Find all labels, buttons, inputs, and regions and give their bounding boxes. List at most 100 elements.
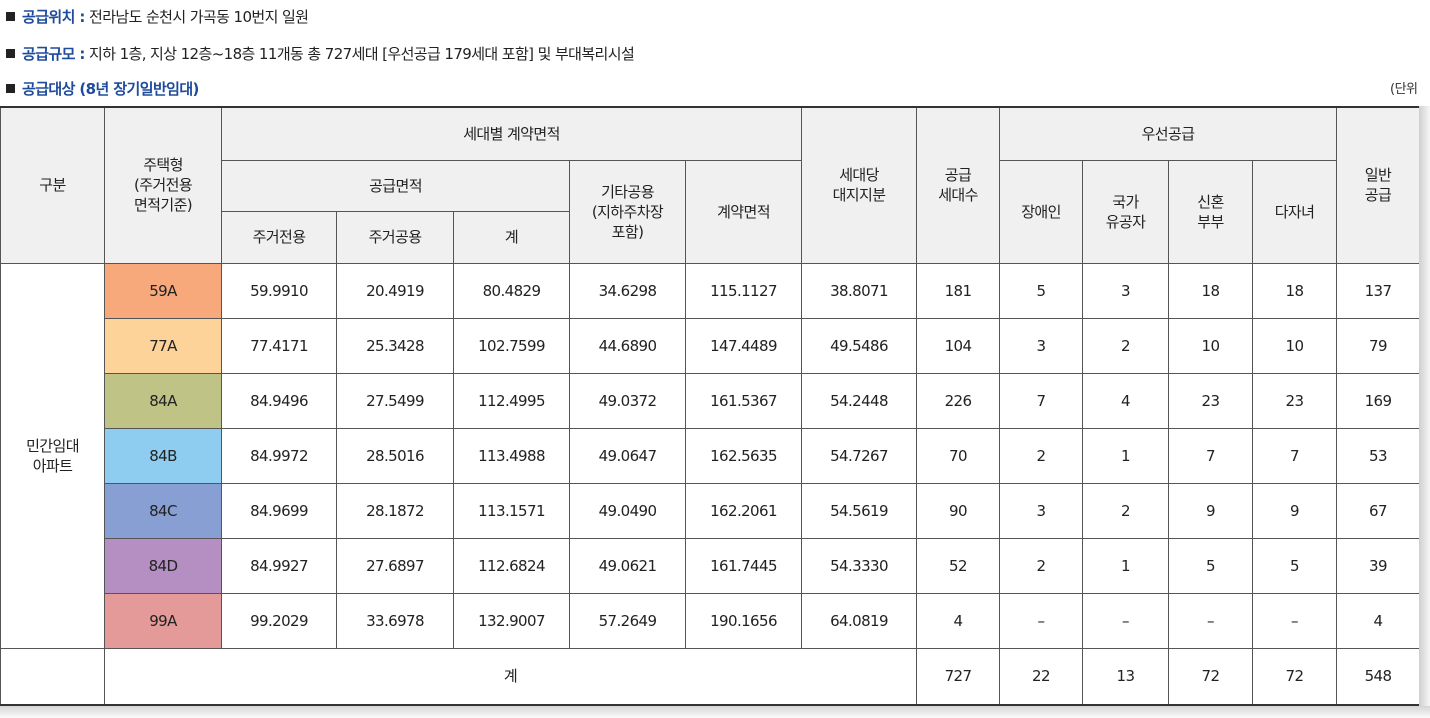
cell-contract-area: 161.7445 — [685, 537, 802, 594]
cell-newlyweds: 9 — [1168, 482, 1253, 539]
supply-scale-label: 공급규모 : — [22, 45, 85, 63]
square-bullet-icon — [6, 12, 15, 21]
cell-residential-common: 33.6978 — [336, 592, 454, 649]
cell-general-supply: 137 — [1336, 262, 1420, 319]
cell-supply-units: 90 — [916, 482, 1000, 539]
cell-subtotal: 102.7599 — [453, 317, 570, 374]
cell-disabled: 2 — [999, 427, 1083, 484]
cell-land-share: 54.2448 — [801, 372, 917, 429]
cell-contract-area: 115.1127 — [685, 262, 802, 319]
cell-newlyweds: 23 — [1168, 372, 1253, 429]
supply-target-line: 공급대상 (8년 장기일반임대) — [6, 78, 199, 99]
total-label: 계 — [104, 647, 917, 706]
cell-other-common: 44.6890 — [569, 317, 686, 374]
total-multi-child: 72 — [1252, 647, 1337, 706]
supply-location-line: 공급위치 : 전라남도 순천시 가곡동 10번지 일원 — [6, 6, 309, 27]
supply-location-value: 전라남도 순천시 가곡동 10번지 일원 — [89, 8, 309, 26]
supply-scale-line: 공급규모 : 지하 1층, 지상 12층~18층 11개동 총 727세대 [우… — [6, 43, 635, 64]
table-row: 84B 84.9972 28.5016 113.4988 49.0647 162… — [1, 427, 1420, 484]
cell-disabled: 3 — [999, 482, 1083, 539]
table-row: 84D 84.9927 27.6897 112.6824 49.0621 161… — [1, 537, 1420, 594]
cell-subtotal: 132.9007 — [453, 592, 570, 649]
table-row: 99A 99.2029 33.6978 132.9007 57.2649 190… — [1, 592, 1420, 649]
cell-veterans: 1 — [1082, 427, 1169, 484]
header-contract-area: 계약면적 — [685, 159, 802, 264]
page-shadow-bottom — [0, 706, 1430, 718]
cell-subtotal: 113.1571 — [453, 482, 570, 539]
cell-contract-area: 147.4489 — [685, 317, 802, 374]
housing-type-cell: 59A — [104, 262, 222, 319]
cell-land-share: 49.5486 — [801, 317, 917, 374]
cell-disabled: – — [999, 592, 1083, 649]
header-disabled: 장애인 — [999, 159, 1083, 264]
header-veterans: 국가 유공자 — [1082, 159, 1169, 264]
cell-disabled: 3 — [999, 317, 1083, 374]
cell-general-supply: 79 — [1336, 317, 1420, 374]
cell-supply-units: 104 — [916, 317, 1000, 374]
housing-type-cell: 99A — [104, 592, 222, 649]
cell-other-common: 49.0372 — [569, 372, 686, 429]
header-other-common: 기타공용 (지하주차장 포함) — [569, 159, 686, 264]
cell-general-supply: 39 — [1336, 537, 1420, 594]
cell-other-common: 34.6298 — [569, 262, 686, 319]
cell-multi-child: 23 — [1252, 372, 1337, 429]
cell-residential-common: 27.6897 — [336, 537, 454, 594]
cell-veterans: 2 — [1082, 482, 1169, 539]
total-newlyweds: 72 — [1168, 647, 1253, 706]
cell-disabled: 2 — [999, 537, 1083, 594]
header-newlyweds: 신혼 부부 — [1168, 159, 1253, 264]
cell-veterans: 4 — [1082, 372, 1169, 429]
cell-general-supply: 4 — [1336, 592, 1420, 649]
cell-supply-units: 70 — [916, 427, 1000, 484]
cell-subtotal: 112.4995 — [453, 372, 570, 429]
total-disabled: 22 — [999, 647, 1083, 706]
housing-type-cell: 77A — [104, 317, 222, 374]
cell-residential-common: 27.5499 — [336, 372, 454, 429]
square-bullet-icon — [6, 49, 15, 58]
cell-multi-child: 10 — [1252, 317, 1337, 374]
header-priority-group: 우선공급 — [999, 106, 1337, 161]
cell-supply-units: 4 — [916, 592, 1000, 649]
page-shadow-right — [1419, 106, 1430, 708]
cell-disabled: 7 — [999, 372, 1083, 429]
header-residential-common: 주거공용 — [336, 210, 454, 264]
cell-newlyweds: 5 — [1168, 537, 1253, 594]
cell-land-share: 54.5619 — [801, 482, 917, 539]
square-bullet-icon — [6, 84, 15, 93]
cell-newlyweds: 18 — [1168, 262, 1253, 319]
cell-supply-units: 52 — [916, 537, 1000, 594]
cell-contract-area: 162.5635 — [685, 427, 802, 484]
housing-type-cell: 84D — [104, 537, 222, 594]
cell-residential-exclusive: 84.9496 — [221, 372, 337, 429]
cell-subtotal: 113.4988 — [453, 427, 570, 484]
total-general-supply: 548 — [1336, 647, 1420, 706]
housing-type-cell: 84C — [104, 482, 222, 539]
cell-land-share: 54.3330 — [801, 537, 917, 594]
cell-contract-area: 162.2061 — [685, 482, 802, 539]
cell-supply-units: 181 — [916, 262, 1000, 319]
cell-contract-area: 190.1656 — [685, 592, 802, 649]
cell-newlyweds: 10 — [1168, 317, 1253, 374]
group-label: 민간임대 아파트 — [0, 262, 105, 649]
header-supply-units: 공급 세대수 — [916, 106, 1000, 264]
cell-residential-common: 28.5016 — [336, 427, 454, 484]
cell-multi-child: 9 — [1252, 482, 1337, 539]
total-empty-cell — [0, 647, 105, 706]
cell-other-common: 49.0490 — [569, 482, 686, 539]
cell-multi-child: 5 — [1252, 537, 1337, 594]
header-multi-child: 다자녀 — [1252, 159, 1337, 264]
header-residential-exclusive: 주거전용 — [221, 210, 337, 264]
cell-land-share: 54.7267 — [801, 427, 917, 484]
supply-target-label: 공급대상 (8년 장기일반임대) — [22, 80, 199, 98]
cell-residential-exclusive: 99.2029 — [221, 592, 337, 649]
supply-scale-value: 지하 1층, 지상 12층~18층 11개동 총 727세대 [우선공급 179… — [89, 45, 635, 63]
cell-general-supply: 67 — [1336, 482, 1420, 539]
cell-residential-exclusive: 59.9910 — [221, 262, 337, 319]
cell-supply-units: 226 — [916, 372, 1000, 429]
cell-veterans: 3 — [1082, 262, 1169, 319]
cell-residential-exclusive: 84.9927 — [221, 537, 337, 594]
cell-land-share: 38.8071 — [801, 262, 917, 319]
total-veterans: 13 — [1082, 647, 1169, 706]
total-supply-units: 727 — [916, 647, 1000, 706]
cell-multi-child: 18 — [1252, 262, 1337, 319]
